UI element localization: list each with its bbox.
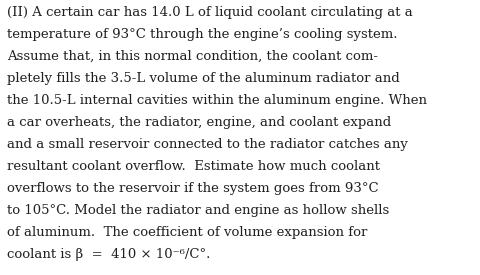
Text: overflows to the reservoir if the system goes from 93°C: overflows to the reservoir if the system… — [7, 182, 379, 195]
Text: of aluminum.  The coefficient of volume expansion for: of aluminum. The coefficient of volume e… — [7, 226, 367, 239]
Text: and a small reservoir connected to the radiator catches any: and a small reservoir connected to the r… — [7, 138, 408, 151]
Text: pletely fills the 3.5-L volume of the aluminum radiator and: pletely fills the 3.5-L volume of the al… — [7, 72, 400, 85]
Text: coolant is β  =  410 × 10⁻⁶/C°.: coolant is β = 410 × 10⁻⁶/C°. — [7, 248, 210, 261]
Text: a car overheats, the radiator, engine, and coolant expand: a car overheats, the radiator, engine, a… — [7, 116, 391, 129]
Text: (II) A certain car has 14.0 L of liquid coolant circulating at a: (II) A certain car has 14.0 L of liquid … — [7, 6, 413, 19]
Text: resultant coolant overflow.  Estimate how much coolant: resultant coolant overflow. Estimate how… — [7, 160, 380, 173]
Text: Assume that, in this normal condition, the coolant com-: Assume that, in this normal condition, t… — [7, 50, 378, 63]
Text: temperature of 93°C through the engine’s cooling system.: temperature of 93°C through the engine’s… — [7, 28, 397, 41]
Text: the 10.5-L internal cavities within the aluminum engine. When: the 10.5-L internal cavities within the … — [7, 94, 427, 107]
Text: to 105°C. Model the radiator and engine as hollow shells: to 105°C. Model the radiator and engine … — [7, 204, 389, 217]
